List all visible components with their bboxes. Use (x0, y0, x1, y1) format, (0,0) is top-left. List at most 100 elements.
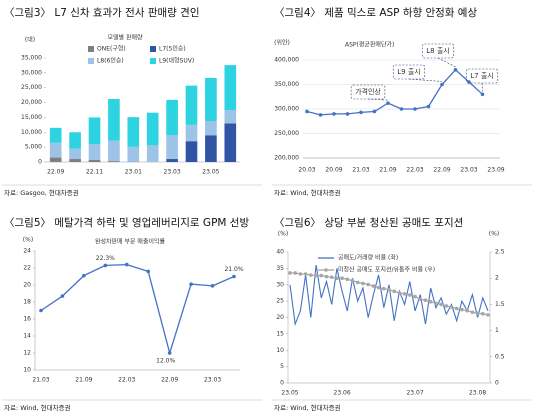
x-tick-label: 21.03 (352, 167, 369, 174)
annotation-leader (408, 78, 443, 82)
annotation: L8 출시 (426, 46, 449, 55)
bar-segment (146, 145, 159, 162)
y-tick-label: 25 (276, 298, 284, 305)
x-tick-label: 23.06 (334, 390, 351, 397)
legend-swatch (150, 46, 156, 52)
marker (418, 297, 423, 301)
y2-tick-label: 1 (495, 327, 499, 334)
legend-label: ONE(구형) (97, 45, 126, 53)
x-tick-label: 21.03 (32, 377, 49, 384)
y-tick-label: 10 (23, 367, 31, 374)
bar-segment (166, 135, 178, 160)
bar-segment (69, 132, 81, 149)
line (289, 265, 489, 327)
bar-segment (224, 123, 237, 162)
marker (423, 298, 428, 303)
y-tick-label: 18 (23, 299, 31, 306)
y-tick-label: 300,000 (274, 106, 299, 113)
marker (486, 313, 490, 317)
marker (372, 109, 377, 114)
bar-segment (108, 99, 120, 141)
x-tick-label: 23.03 (204, 377, 221, 384)
marker (381, 286, 386, 291)
y2-tick-label: 2.5 (495, 249, 505, 256)
marker (60, 294, 65, 298)
marker (366, 282, 370, 287)
y-tick-label: 20,000 (21, 99, 42, 106)
marker (470, 310, 475, 315)
marker (146, 269, 151, 274)
annotation-leader (481, 82, 483, 92)
marker (355, 280, 360, 285)
marker (359, 110, 363, 115)
bar-segment (69, 148, 81, 160)
x-tick-label: 22.03 (406, 167, 423, 174)
marker (232, 274, 236, 279)
marker (324, 274, 329, 279)
x-tick-label: 22.11 (86, 169, 103, 176)
legend-swatch (88, 58, 94, 64)
marker (465, 308, 469, 313)
y-tick-label: 15,000 (21, 114, 42, 121)
marker (460, 307, 464, 312)
bar-segment (49, 157, 62, 162)
marker (386, 101, 390, 105)
marker (408, 293, 412, 297)
y-tick-label: 16 (23, 316, 31, 323)
y-tick-label: 24 (23, 248, 31, 255)
x-tick-label: 22.09 (433, 167, 450, 174)
marker (376, 285, 381, 290)
marker (397, 291, 402, 295)
bar-segment (185, 85, 198, 125)
chart-title: 〈그림4〉 제품 믹스로 ASP 하향 안정화 예상 (274, 6, 477, 19)
y-tick-label: 5 (280, 363, 284, 370)
marker (371, 284, 376, 288)
chart-title: 〈그림3〉 L7 신차 효과가 전사 판매량 견인 (4, 7, 199, 19)
marker (413, 294, 417, 299)
bar-segment (88, 159, 101, 162)
marker (340, 276, 344, 281)
marker (305, 109, 309, 114)
marker (288, 271, 292, 275)
x-tick-label: 20.09 (325, 167, 342, 174)
bar-segment (205, 77, 217, 121)
bar-segment (146, 112, 159, 146)
marker (335, 276, 339, 281)
y-tick-label: 30,000 (21, 69, 42, 76)
y-tick-label: 5,000 (25, 144, 42, 151)
bar-segment (108, 140, 120, 162)
legend-swatch (150, 58, 156, 64)
marker (475, 311, 480, 316)
y-tick-label: 200,000 (274, 155, 299, 162)
marker (124, 262, 129, 267)
x-tick-label: 23.07 (406, 390, 423, 397)
bar-segment (108, 161, 120, 162)
y-tick-label: 350,000 (274, 81, 299, 88)
x-tick-label: 23.01 (125, 169, 142, 176)
x-tick-label: 23.05 (202, 169, 219, 176)
marker (480, 92, 485, 97)
y-tick-label: 14 (23, 333, 31, 340)
annotation-leader (437, 57, 456, 68)
bar-segment (224, 110, 237, 124)
bar-segment (185, 141, 198, 162)
chart-title: 〈그림6〉 상당 부분 청산된 공매도 포지션 (274, 217, 463, 229)
y-tick-label: 40 (276, 249, 284, 256)
line (40, 263, 235, 356)
marker (103, 263, 108, 268)
value-label: 21.0% (224, 266, 243, 273)
marker (392, 289, 397, 294)
bar-segment (205, 120, 217, 136)
marker (314, 273, 318, 278)
marker (387, 287, 391, 292)
marker (434, 301, 438, 306)
y-tick-label: 35 (276, 265, 284, 272)
source: 자료: Wind, 현대차증권 (4, 403, 71, 412)
x-tick-label: 23.03 (460, 167, 477, 174)
y-tick-label: 0 (280, 380, 284, 387)
marker (402, 292, 407, 296)
y2-tick-label: 2 (495, 275, 499, 282)
y-tick-label: 0 (38, 159, 42, 166)
marker (361, 281, 365, 286)
legend-label: 미청산 공매도 포지션/유통주 비율 (우) (338, 266, 435, 274)
